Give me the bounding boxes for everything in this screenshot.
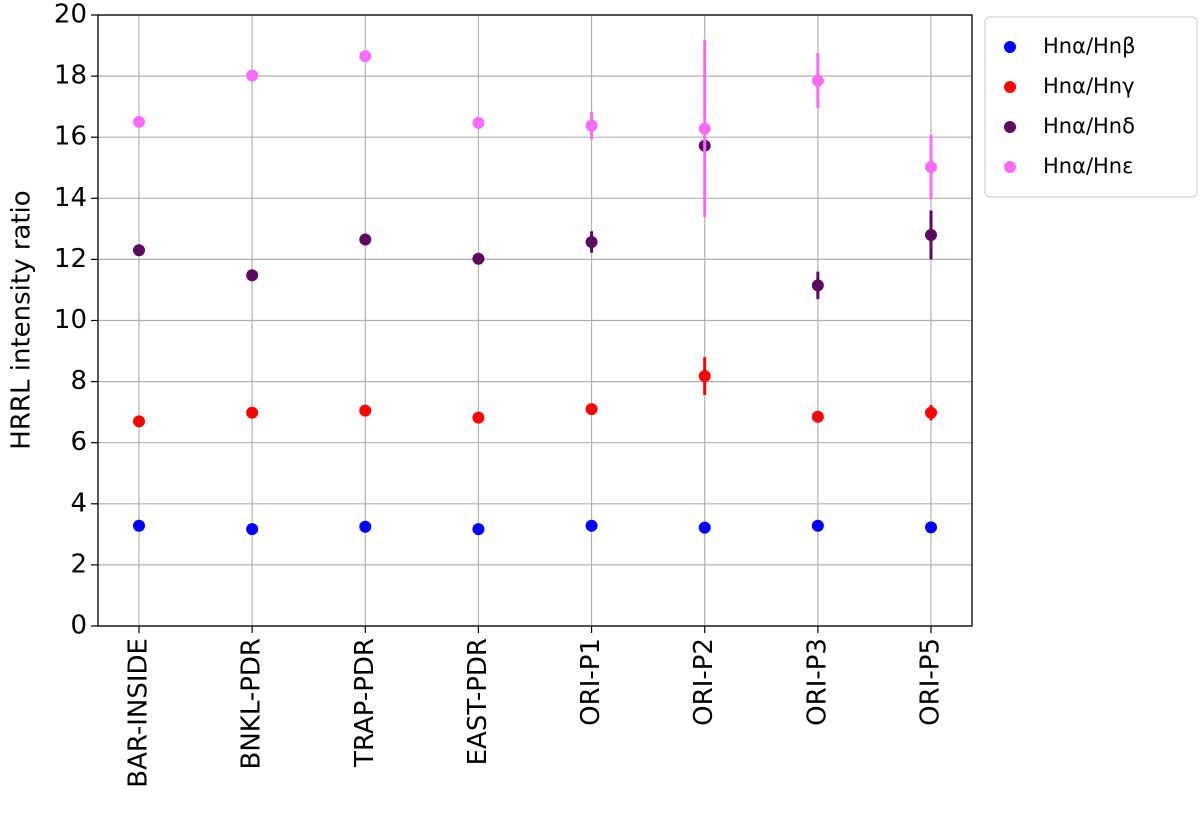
legend-marker xyxy=(1004,161,1016,173)
y-tick-label: 10 xyxy=(54,305,87,335)
point xyxy=(585,403,598,416)
y-tick-label: 18 xyxy=(54,61,87,91)
point xyxy=(698,370,711,383)
point xyxy=(925,161,937,174)
legend-marker xyxy=(1004,41,1016,53)
point xyxy=(133,519,145,532)
point xyxy=(585,519,598,532)
point xyxy=(359,50,372,63)
point xyxy=(811,74,824,87)
x-tick-label: ORI-P3 xyxy=(802,638,832,726)
y-tick-label: 16 xyxy=(54,122,87,152)
y-tick-label: 2 xyxy=(70,549,87,579)
point xyxy=(133,244,145,257)
y-tick-label: 14 xyxy=(54,183,87,213)
legend-marker xyxy=(1004,81,1016,93)
y-axis-label: HRRL intensity ratio xyxy=(7,190,37,449)
point xyxy=(246,523,259,536)
point xyxy=(698,521,711,534)
point xyxy=(585,119,598,132)
point xyxy=(472,411,485,424)
point xyxy=(811,519,824,532)
y-tick-label: 0 xyxy=(70,611,87,641)
point xyxy=(472,252,485,265)
legend-box xyxy=(984,16,1198,198)
x-tick-label: ORI-P5 xyxy=(916,638,946,726)
x-tick-label: ORI-P2 xyxy=(689,638,719,726)
plot-frame xyxy=(97,14,973,627)
point xyxy=(925,228,937,241)
point xyxy=(246,69,259,82)
point xyxy=(925,406,937,419)
point xyxy=(472,116,485,129)
point xyxy=(811,279,824,292)
legend-label: Hnα/Hnβ xyxy=(1043,34,1136,58)
point xyxy=(811,410,824,423)
x-tick-label: BAR-INSIDE xyxy=(124,638,154,788)
y-tick-label: 12 xyxy=(54,244,87,274)
point xyxy=(698,122,711,135)
point xyxy=(359,404,372,417)
point xyxy=(246,269,259,282)
point xyxy=(133,415,145,428)
point xyxy=(585,235,598,248)
point xyxy=(925,521,937,534)
legend-label: Hnα/Hnγ xyxy=(1043,74,1135,98)
y-tick-label: 20 xyxy=(54,0,87,30)
point xyxy=(359,233,372,246)
x-tick-label: EAST-PDR xyxy=(463,638,493,765)
legend-label: Hnα/Hnε xyxy=(1043,154,1133,178)
legend-marker xyxy=(1004,121,1016,133)
point xyxy=(472,523,485,536)
x-tick-label: BNKL-PDR xyxy=(237,638,267,770)
legend: Hnα/Hnβ Hnα/Hnγ Hnα/Hnδ Hnα/Hnε xyxy=(984,16,1198,198)
y-tick-label: 4 xyxy=(70,488,87,518)
point xyxy=(246,406,259,419)
y-tick-label: 6 xyxy=(70,427,87,457)
y-tick-label: 8 xyxy=(70,366,87,396)
legend-label: Hnα/Hnδ xyxy=(1043,114,1135,138)
x-tick-label: ORI-P1 xyxy=(576,638,606,726)
x-tick-label: TRAP-PDR xyxy=(350,638,380,768)
point xyxy=(359,520,372,533)
point xyxy=(133,115,145,128)
